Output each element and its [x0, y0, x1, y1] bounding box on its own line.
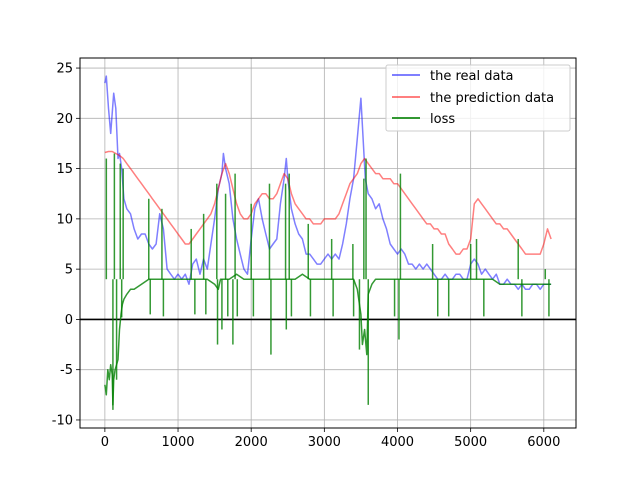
- y-tick-label: -10: [52, 413, 73, 428]
- x-tick-label: 0: [101, 435, 109, 450]
- y-tick-label: 25: [56, 62, 73, 77]
- x-tick-label: 2000: [235, 435, 268, 450]
- y-tick-label: 20: [56, 112, 73, 127]
- legend: the real data the prediction data loss: [385, 64, 571, 132]
- x-tick-label: 3000: [308, 435, 341, 450]
- y-tick-label: -5: [60, 363, 73, 378]
- x-axis: 0 1000 2000 3000 4000 5000 6000: [101, 428, 560, 450]
- series-line-real-data: [104, 75, 552, 291]
- y-axis: -10 -5 0 5 10 15 20 25: [52, 62, 80, 428]
- series-layer: [104, 75, 552, 410]
- y-tick-label: 15: [56, 162, 73, 177]
- legend-label-loss: loss: [430, 112, 455, 127]
- legend-box: [385, 64, 571, 132]
- plot-frame: [79, 57, 577, 429]
- y-tick-label: 5: [65, 263, 73, 278]
- legend-label-real-data: the real data: [430, 69, 514, 84]
- x-tick-label: 6000: [527, 435, 560, 450]
- x-tick-label: 4000: [381, 435, 414, 450]
- y-tick-label: 10: [56, 212, 73, 227]
- series-line-prediction-data: [104, 150, 552, 255]
- x-tick-label: 1000: [161, 435, 194, 450]
- legend-label-prediction-data: the prediction data: [430, 91, 554, 106]
- x-tick-label: 5000: [454, 435, 487, 450]
- y-tick-label: 0: [65, 313, 73, 328]
